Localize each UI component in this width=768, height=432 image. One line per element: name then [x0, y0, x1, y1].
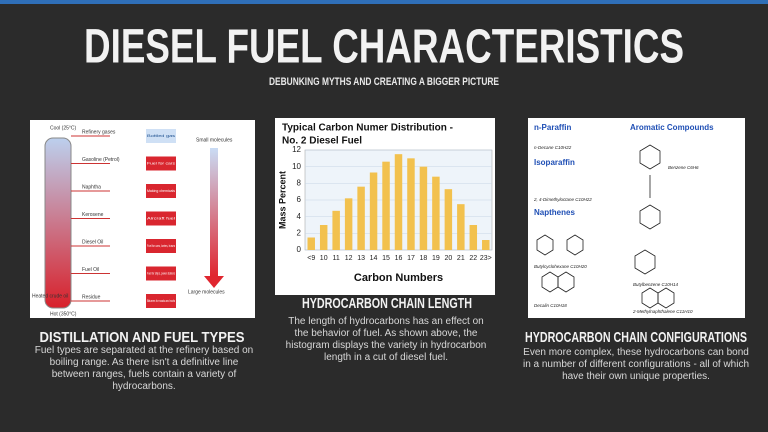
x-axis-label: Carbon Numbers	[354, 272, 443, 284]
group-label: Napthenes	[534, 208, 575, 217]
use-box	[146, 266, 176, 281]
x-tick-label: 13	[357, 255, 365, 262]
x-tick-label: 22	[469, 255, 477, 262]
fraction-use: Bitumen for roads and roofs	[147, 298, 175, 303]
x-tick-label: 19	[432, 255, 440, 262]
x-tick-label: 11	[333, 255, 340, 262]
y-tick-label: 4	[297, 212, 302, 221]
note: Large molecules	[188, 289, 225, 295]
size-arrow	[210, 148, 218, 276]
x-tick-label: 18	[420, 255, 428, 262]
compound-name: n-Decane C10H22	[534, 145, 572, 150]
bar	[457, 204, 465, 250]
bar	[432, 176, 440, 250]
compound-name: Butylbenzene C10H14	[633, 282, 679, 287]
use-box	[146, 239, 176, 253]
y-tick-label: 2	[297, 228, 302, 237]
fraction-name: Gasoline (Petrol)	[82, 157, 120, 163]
compound-name: Butylcyclohexane C10H20	[534, 264, 587, 269]
x-tick-label: 12	[345, 255, 353, 262]
use-box	[146, 156, 176, 171]
y-tick-label: 8	[297, 178, 302, 187]
x-tick-label: 21	[457, 255, 465, 262]
chart-title: Typical Carbon Numer Distribution -	[282, 123, 453, 134]
bar	[344, 198, 353, 250]
bar	[407, 158, 415, 250]
slide-subtitle: DEBUNKING MYTHS AND CREATING A BIGGER PI…	[269, 76, 499, 88]
bar	[419, 166, 428, 250]
bar	[319, 225, 328, 250]
compound-name: 2, 4-Dimethyloctane C10H22	[533, 197, 592, 202]
panel-text: Fuel types are separated at the refinery…	[34, 345, 254, 392]
fraction-name: Diesel Oil	[82, 239, 103, 245]
input-label: Heated crude oil	[32, 293, 68, 299]
use-box	[146, 184, 176, 198]
compound-name: Decalin C10H18	[534, 303, 567, 308]
bar	[357, 186, 365, 250]
x-tick-label: <9	[307, 255, 315, 262]
x-tick-label: 20	[444, 255, 452, 262]
fraction-use: Fuel for cars, lorries, buses	[147, 243, 175, 248]
structures-image	[528, 118, 745, 318]
arrow-head	[204, 276, 224, 288]
panel-heading: HYDROCARBON CHAIN LENGTH	[302, 295, 472, 312]
bar	[444, 189, 453, 250]
column	[44, 137, 72, 309]
molecule-drawings	[536, 144, 675, 309]
panel-text: The length of hydrocarbons has an effect…	[285, 316, 487, 363]
top-temp: Cool (25°C)	[50, 125, 77, 131]
y-tick-label: 0	[297, 245, 302, 254]
slide-title: DIESEL FUEL CHARACTERISTICS	[84, 21, 684, 74]
x-tick-label: 14	[370, 255, 378, 262]
group-label: n-Paraffin	[534, 123, 571, 132]
fraction-name: Naphtha	[82, 184, 101, 190]
y-tick-label: 6	[297, 195, 302, 204]
bottom-temp: Hot (350°C)	[50, 311, 77, 317]
x-tick-label: 15	[382, 255, 390, 262]
use-box	[146, 129, 176, 143]
compound-name: Benzene C6H6	[668, 165, 699, 170]
x-tick-label: 10	[320, 255, 328, 262]
x-tick-label: 17	[407, 255, 415, 262]
panel-heading: HYDROCARBON CHAIN CONFIGURATIONS	[525, 329, 747, 346]
panel-heading: DISTILLATION AND FUEL TYPES	[40, 329, 245, 346]
x-tick-label: 16	[395, 255, 403, 262]
x-tick-label: 23>	[480, 255, 492, 262]
y-tick-label: 10	[292, 162, 301, 171]
fraction-use: Aircraft fuel	[147, 216, 175, 221]
group-label: Isoparaffin	[534, 158, 575, 167]
bar	[332, 210, 340, 250]
bar	[307, 237, 315, 250]
use-box	[146, 294, 176, 308]
fraction-use: Fuel for ships, power stations	[147, 271, 175, 276]
compound-name: 2-Methylnaphthalene C11H10	[632, 309, 693, 314]
group-label: Aromatic Compounds	[630, 123, 714, 132]
use-box	[146, 211, 176, 226]
fraction-use: Fuel for cars	[147, 161, 175, 166]
fraction-use: Making chemicals	[147, 188, 175, 193]
fraction-name: Fuel Oil	[82, 267, 99, 273]
note: Small molecules	[196, 137, 233, 143]
bar	[469, 225, 478, 250]
fraction-use: Bottled gas	[147, 133, 175, 138]
panel-text: Even more complex, these hydrocarbons ca…	[522, 347, 750, 382]
bar	[369, 172, 378, 250]
fraction-name: Kerosene	[82, 212, 104, 218]
y-axis-label: Mass Percent	[277, 171, 287, 229]
bar	[394, 154, 403, 250]
fraction-name: Refinery gases	[82, 129, 116, 135]
fraction-name: Residue	[82, 294, 101, 300]
top-stripe	[0, 0, 768, 4]
bar	[382, 161, 390, 250]
bar	[482, 240, 490, 250]
chart-subtitle: No. 2 Diesel Fuel	[282, 136, 362, 147]
y-tick-label: 12	[292, 145, 301, 154]
